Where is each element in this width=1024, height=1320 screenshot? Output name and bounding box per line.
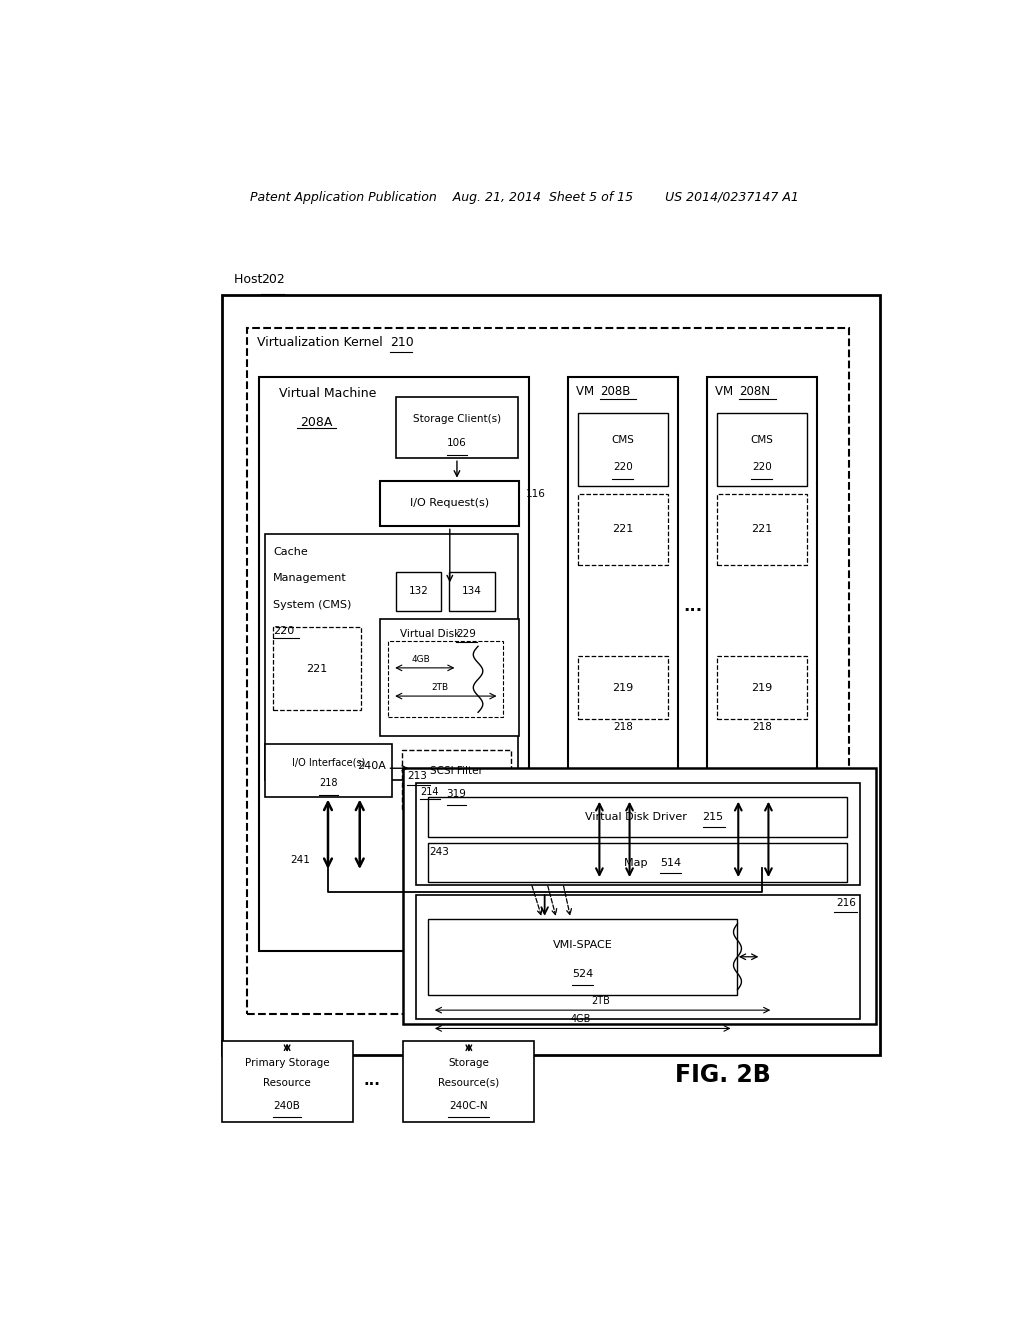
Text: Host: Host: [233, 273, 266, 286]
Text: Management: Management: [273, 573, 347, 583]
Bar: [717, 656, 807, 719]
Bar: [273, 627, 360, 710]
Text: VM: VM: [715, 385, 737, 399]
Bar: [416, 895, 860, 1019]
Text: 243: 243: [430, 846, 450, 857]
Bar: [403, 1040, 535, 1122]
Bar: [221, 294, 881, 1055]
Text: 229: 229: [456, 630, 475, 639]
Text: 132: 132: [409, 586, 429, 597]
Text: 514: 514: [659, 858, 681, 867]
Text: 219: 219: [612, 682, 634, 693]
Text: Virtual Disk Driver: Virtual Disk Driver: [585, 812, 690, 822]
Text: SCSI Filter: SCSI Filter: [430, 766, 483, 776]
Text: 106: 106: [447, 438, 467, 447]
Bar: [428, 919, 737, 995]
Text: 2TB: 2TB: [431, 684, 449, 693]
Text: 2TB: 2TB: [591, 997, 610, 1006]
Text: 215: 215: [702, 812, 724, 822]
Bar: [403, 768, 876, 1024]
Text: 240B: 240B: [273, 1101, 301, 1110]
Text: 219: 219: [751, 682, 772, 693]
Text: 116: 116: [525, 490, 546, 499]
Text: 524: 524: [572, 969, 593, 978]
Text: 210: 210: [390, 337, 414, 350]
Text: I/O Interface(s): I/O Interface(s): [292, 758, 366, 767]
Bar: [717, 413, 807, 486]
Bar: [708, 378, 817, 933]
Bar: [265, 744, 392, 797]
Text: 208N: 208N: [739, 385, 770, 399]
Text: Virtualization Kernel: Virtualization Kernel: [257, 337, 387, 350]
Bar: [568, 378, 678, 933]
Bar: [416, 784, 860, 886]
Text: ...: ...: [683, 597, 702, 615]
Text: 213: 213: [408, 771, 427, 781]
Bar: [428, 797, 847, 837]
Text: 220: 220: [273, 626, 295, 636]
Text: Storage Client(s): Storage Client(s): [413, 413, 501, 424]
Text: 218: 218: [613, 722, 633, 733]
Bar: [265, 535, 518, 780]
Bar: [247, 329, 849, 1014]
Text: Patent Application Publication    Aug. 21, 2014  Sheet 5 of 15        US 2014/02: Patent Application Publication Aug. 21, …: [250, 190, 800, 203]
Bar: [380, 480, 519, 527]
Text: 208A: 208A: [300, 416, 332, 429]
Text: 4GB: 4GB: [412, 655, 430, 664]
Text: I/O Request(s): I/O Request(s): [411, 499, 489, 508]
Bar: [428, 843, 847, 882]
Text: Resource(s): Resource(s): [438, 1078, 500, 1088]
Text: FIG. 2B: FIG. 2B: [675, 1063, 771, 1088]
Text: VMI-SPACE: VMI-SPACE: [553, 940, 612, 950]
Text: 220: 220: [752, 462, 771, 473]
Text: Virtual Machine: Virtual Machine: [279, 387, 376, 400]
Text: 4GB: 4GB: [570, 1014, 591, 1024]
Text: 221: 221: [751, 524, 772, 535]
Bar: [396, 397, 518, 458]
Text: 218: 218: [753, 722, 772, 733]
Text: 240A: 240A: [357, 762, 386, 771]
Text: System (CMS): System (CMS): [273, 599, 351, 610]
Bar: [396, 572, 441, 611]
Bar: [259, 378, 528, 952]
Text: 216: 216: [837, 899, 856, 908]
Bar: [380, 619, 519, 735]
Text: 221: 221: [306, 664, 328, 673]
Bar: [717, 494, 807, 565]
Text: CMS: CMS: [751, 436, 773, 445]
Text: Virtual Disk: Virtual Disk: [400, 630, 464, 639]
Text: 218: 218: [319, 779, 338, 788]
Text: 241: 241: [291, 855, 310, 865]
Text: VM: VM: [577, 385, 598, 399]
Text: ...: ...: [364, 1073, 380, 1088]
Text: 202: 202: [261, 273, 285, 286]
Text: Map: Map: [624, 858, 651, 867]
Text: Storage: Storage: [449, 1059, 489, 1068]
Bar: [578, 494, 668, 565]
Text: 134: 134: [462, 586, 482, 597]
Text: 220: 220: [613, 462, 633, 473]
Text: Cache: Cache: [273, 546, 308, 557]
Bar: [578, 413, 668, 486]
Text: 221: 221: [612, 524, 634, 535]
Bar: [221, 1040, 352, 1122]
Bar: [388, 642, 504, 718]
Bar: [450, 572, 495, 611]
Text: Primary Storage: Primary Storage: [245, 1059, 330, 1068]
Text: 214: 214: [420, 787, 438, 796]
Bar: [578, 656, 668, 719]
Text: 208B: 208B: [600, 385, 631, 399]
Text: 319: 319: [446, 789, 467, 799]
Text: Resource: Resource: [263, 1078, 311, 1088]
Text: CMS: CMS: [611, 436, 634, 445]
Text: 240C-N: 240C-N: [450, 1101, 488, 1110]
Bar: [401, 750, 511, 809]
